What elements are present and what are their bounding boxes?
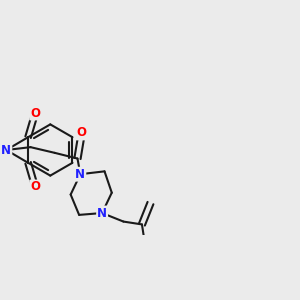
Text: O: O (77, 126, 87, 140)
Text: O: O (30, 106, 40, 119)
Text: O: O (30, 181, 40, 194)
Text: N: N (75, 168, 85, 181)
Text: N: N (1, 143, 11, 157)
Text: N: N (97, 206, 107, 220)
